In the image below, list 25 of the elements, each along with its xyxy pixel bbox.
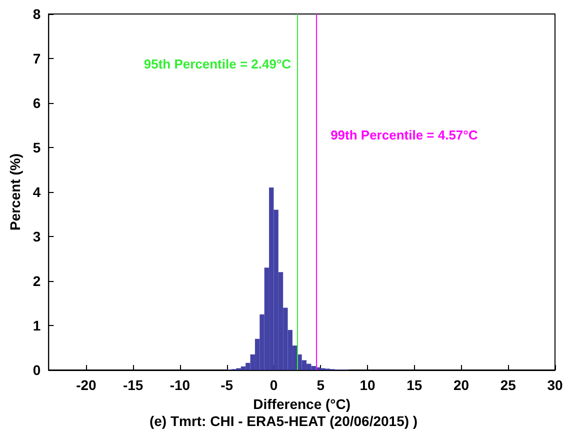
y-tick-label: 2 (32, 273, 41, 289)
text: (e) Tmrt: CHI - ERA5-HEAT (20/06/2015) ) (149, 413, 418, 429)
x-tick-label: 0 (270, 377, 278, 393)
x-tick-label: 20 (453, 377, 470, 393)
x-tick-label: -20 (76, 377, 97, 393)
y-axis-title: Percent (%) (7, 153, 23, 231)
y-tick-label: 5 (32, 140, 41, 156)
x-tick-label: 5 (316, 377, 325, 393)
ref-line-label: 95th Percentile = 2.49°C (144, 56, 292, 72)
x-tick-label: -5 (220, 377, 234, 393)
ref-line-label: 99th Percentile = 4.57°C (330, 128, 478, 143)
x-tick-label: 30 (547, 377, 563, 393)
y-tick-label: 4 (32, 184, 41, 200)
x-axis-title: Difference (°C) (253, 396, 351, 412)
x-tick-label: -15 (122, 377, 144, 393)
x-tick-label: 15 (406, 377, 422, 393)
y-tick-label: 8 (32, 6, 41, 22)
y-tick-label: 0 (32, 362, 41, 378)
y-tick-label: 1 (32, 318, 41, 334)
x-tick-label: 25 (500, 377, 516, 393)
y-tick-label: 3 (32, 228, 41, 244)
x-tick-label: -10 (170, 377, 190, 393)
y-tick-label: 7 (32, 50, 41, 66)
y-tick-label: 6 (32, 95, 41, 111)
x-tick-label: 10 (360, 377, 376, 393)
